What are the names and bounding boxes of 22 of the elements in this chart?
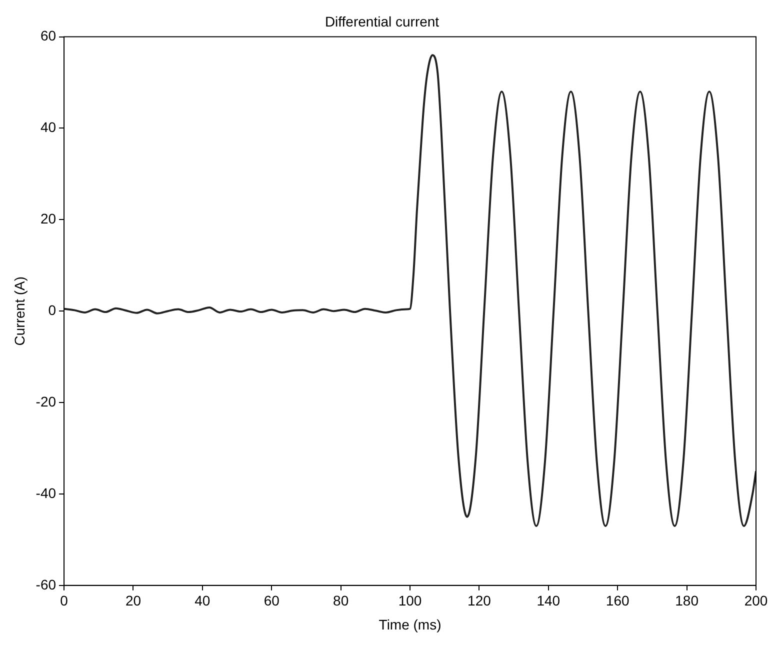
y-tick-label: -60 (36, 576, 56, 592)
x-tick-label: 160 (606, 592, 630, 609)
y-tick-label: -20 (36, 393, 56, 410)
y-tick-label: 60 (40, 28, 56, 44)
line-series (64, 54, 756, 527)
y-tick-label: 0 (48, 302, 56, 318)
x-tick-label: 140 (536, 592, 560, 609)
x-tick-label: 60 (264, 592, 280, 609)
chart-title: Differential current (324, 13, 440, 30)
x-tick-label: 100 (398, 592, 422, 609)
x-tick-label: 20 (125, 592, 142, 609)
x-tick-label: 200 (744, 592, 768, 609)
y-tick-label: 20 (40, 210, 56, 227)
x-axis-title: Time (ms) (378, 616, 442, 632)
x-tick-label: 80 (333, 592, 349, 609)
y-tick-label: 40 (40, 119, 56, 136)
x-tick-label: 120 (468, 592, 492, 609)
x-tick-label: 180 (675, 592, 699, 609)
y-tick-label: -40 (36, 484, 56, 501)
y-axis-title: Current (A) (11, 276, 28, 346)
x-tick-label: 40 (194, 592, 210, 609)
x-tick-label: 0 (60, 592, 68, 609)
